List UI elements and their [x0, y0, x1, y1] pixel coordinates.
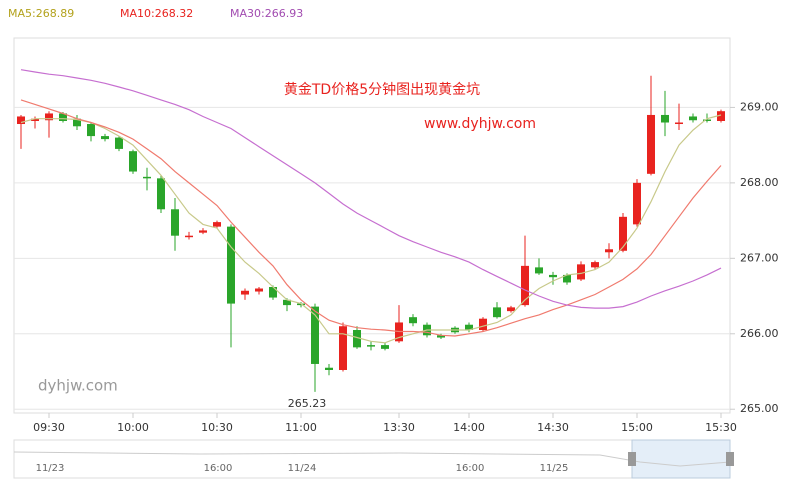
- candle-body: [213, 222, 221, 227]
- candle-body: [157, 178, 165, 210]
- ma-line: [20, 114, 722, 344]
- candle-body: [381, 345, 389, 349]
- ma-line: [20, 99, 722, 337]
- ma-line: [20, 69, 722, 309]
- candle-body: [339, 326, 347, 370]
- candle-body: [45, 113, 53, 121]
- candle-body: [661, 114, 669, 123]
- candle-body: [311, 306, 319, 364]
- candle-body: [227, 226, 235, 304]
- candle-body: [717, 111, 725, 121]
- candle-body: [689, 116, 697, 121]
- low-label: 265.23: [288, 397, 327, 410]
- x-tick-label: 11:00: [285, 421, 317, 434]
- candle-body: [269, 286, 277, 298]
- candle-body: [367, 345, 375, 347]
- annotation: www.dyhjw.com: [424, 116, 536, 132]
- candle-body: [521, 265, 529, 306]
- x-tick-label: 14:00: [453, 421, 485, 434]
- candle-body: [283, 299, 291, 306]
- candle-body: [549, 274, 557, 278]
- x-tick-label: 13:30: [383, 421, 415, 434]
- annotation: 黄金TD价格5分钟图出现黄金坑: [284, 81, 480, 98]
- candle-body: [633, 182, 641, 225]
- y-tick-label: 266.00: [740, 327, 779, 340]
- x-tick-label: 09:30: [33, 421, 65, 434]
- watermark: dyhjw.com: [38, 377, 118, 395]
- x-tick-label: 10:30: [201, 421, 233, 434]
- candle-body: [101, 136, 109, 140]
- navigator-label: 16:00: [204, 463, 233, 474]
- candle-body: [59, 113, 67, 121]
- candle-body: [703, 119, 711, 121]
- candle-body: [493, 307, 501, 318]
- candle-body: [647, 114, 655, 174]
- candle-body: [409, 317, 417, 324]
- candle-body: [185, 235, 193, 238]
- navigator-handle[interactable]: [628, 452, 636, 466]
- x-tick-label: 15:30: [705, 421, 737, 434]
- candle-body: [199, 230, 207, 233]
- candle-body: [465, 324, 473, 331]
- candle-body: [129, 151, 137, 172]
- legend-entry: MA5:268.89: [8, 7, 74, 20]
- candle-body: [605, 249, 613, 253]
- candle-body: [171, 209, 179, 236]
- candle-body: [535, 267, 543, 274]
- candle-body: [563, 274, 571, 283]
- navigator-label: 11/23: [36, 463, 65, 474]
- plot-frame: [13, 37, 731, 414]
- navigator-label: 11/24: [288, 463, 317, 474]
- navigator-line: [13, 451, 731, 467]
- navigator-label: 11/25: [540, 463, 569, 474]
- navigator-selection[interactable]: [631, 439, 731, 479]
- candle-body: [17, 116, 25, 125]
- candle-body: [619, 216, 627, 251]
- x-tick-label: 10:00: [117, 421, 149, 434]
- navigator: [13, 439, 731, 479]
- candle-body: [325, 367, 333, 370]
- candle-body: [577, 264, 585, 280]
- candle-body: [479, 318, 487, 331]
- y-tick-label: 265.00: [740, 402, 779, 415]
- candle-body: [591, 262, 599, 268]
- navigator-label: 16:00: [456, 463, 485, 474]
- candle-body: [115, 137, 123, 149]
- y-tick-label: 269.00: [740, 100, 779, 113]
- candle-body: [255, 288, 263, 292]
- candle-body: [241, 290, 249, 295]
- candle-body: [507, 307, 515, 312]
- x-tick-label: 14:30: [537, 421, 569, 434]
- navigator-handle[interactable]: [726, 452, 734, 466]
- legend-entry: MA10:268.32: [120, 7, 193, 20]
- candle-body: [353, 330, 361, 348]
- candle-body: [73, 118, 81, 127]
- x-tick-label: 15:00: [621, 421, 653, 434]
- candle-body: [87, 124, 95, 137]
- candle-body: [31, 118, 39, 121]
- candle-body: [437, 335, 445, 338]
- y-tick-label: 268.00: [740, 176, 779, 189]
- candle-body: [143, 176, 151, 179]
- candle-body: [675, 122, 683, 125]
- y-tick-label: 267.00: [740, 251, 779, 264]
- legend-entry: MA30:266.93: [230, 7, 303, 20]
